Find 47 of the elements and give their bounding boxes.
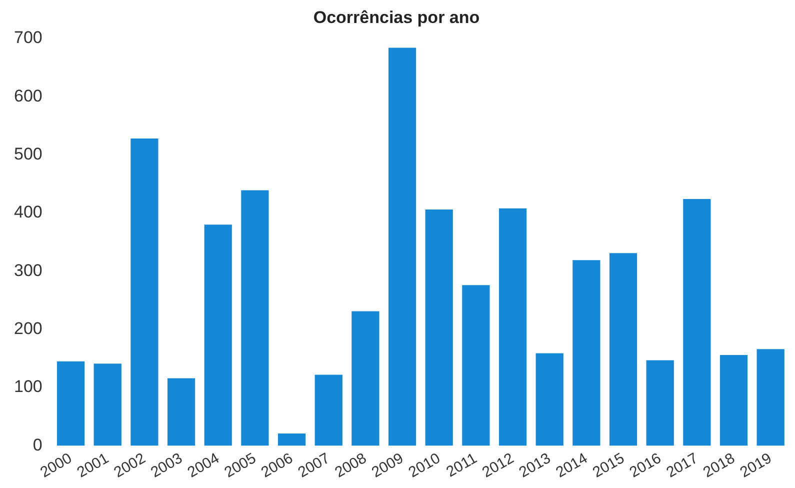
x-tick-label: 2010	[406, 450, 444, 482]
bar	[241, 190, 269, 446]
x-tick-label: 2011	[444, 450, 480, 481]
y-tick-label: 400	[14, 202, 42, 222]
x-tick-label: 2013	[516, 450, 554, 482]
y-tick-label: 600	[14, 86, 42, 106]
bar	[425, 209, 453, 446]
bar	[683, 199, 711, 446]
x-tick-label: 2003	[148, 450, 186, 482]
bar	[314, 374, 342, 446]
chart-title: Ocorrências por ano	[313, 8, 480, 27]
x-tick-label: 2006	[258, 450, 296, 482]
bar	[609, 253, 638, 446]
y-tick-label: 700	[14, 28, 42, 48]
bar	[498, 208, 527, 446]
y-tick-label: 300	[14, 260, 42, 280]
x-tick-label: 2014	[553, 450, 590, 482]
bar	[130, 138, 158, 446]
x-tick-label: 2005	[222, 450, 260, 482]
bar	[756, 349, 784, 446]
x-tick-label: 2001	[74, 450, 112, 482]
bar	[94, 364, 122, 446]
x-tick-label: 2008	[332, 450, 370, 482]
x-tick-label: 2004	[184, 450, 222, 482]
bar	[720, 354, 748, 446]
bar	[462, 285, 490, 446]
x-tick-label: 2007	[295, 450, 333, 482]
x-tick-label: 2012	[479, 450, 517, 482]
y-tick-label: 500	[14, 144, 42, 164]
x-tick-label: 2018	[700, 450, 738, 482]
bar	[278, 434, 306, 446]
bar	[536, 353, 564, 446]
bar	[56, 361, 85, 446]
x-tick-label: 2015	[590, 450, 628, 482]
bar	[646, 360, 674, 446]
y-tick-label: 100	[14, 377, 42, 396]
x-tick-label: 2002	[111, 450, 149, 482]
y-tick-label: 200	[14, 319, 42, 338]
x-tick-label: 2016	[626, 450, 664, 482]
x-tick-label: 2017	[664, 450, 701, 482]
x-tick-label: 2019	[737, 450, 775, 482]
bar	[388, 48, 416, 446]
bar	[167, 378, 196, 446]
bar	[204, 224, 232, 446]
x-tick-label: 2009	[368, 450, 406, 482]
bar	[572, 260, 600, 446]
bar	[352, 311, 380, 446]
